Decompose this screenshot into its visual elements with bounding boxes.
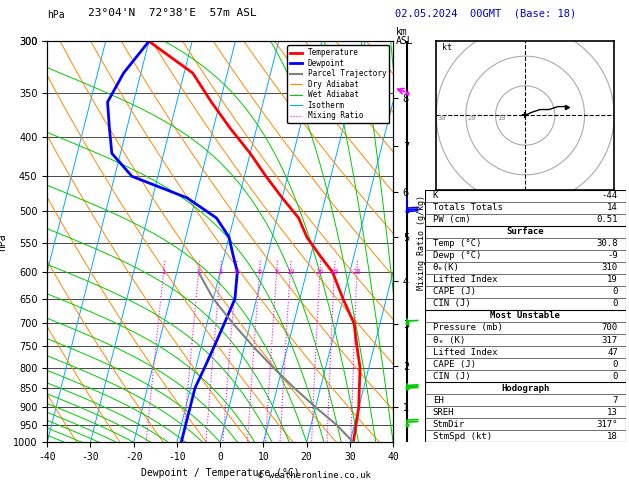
Text: 0: 0 <box>613 287 618 296</box>
Text: 23°04'N  72°38'E  57m ASL: 23°04'N 72°38'E 57m ASL <box>88 8 257 18</box>
Text: 317°: 317° <box>596 420 618 429</box>
Text: 310: 310 <box>602 263 618 272</box>
Text: Surface: Surface <box>506 227 544 236</box>
Text: -44: -44 <box>602 191 618 200</box>
Text: 16: 16 <box>316 269 324 275</box>
Text: Totals Totals: Totals Totals <box>433 203 503 212</box>
Text: K: K <box>433 191 438 200</box>
Text: CAPE (J): CAPE (J) <box>433 287 476 296</box>
Text: CIN (J): CIN (J) <box>433 372 470 381</box>
Text: θₑ(K): θₑ(K) <box>433 263 460 272</box>
Text: 10: 10 <box>497 115 506 121</box>
Text: 700: 700 <box>602 324 618 332</box>
Text: Most Unstable: Most Unstable <box>490 312 560 320</box>
Text: 0: 0 <box>613 299 618 309</box>
Text: 6: 6 <box>257 269 262 275</box>
Text: CAPE (J): CAPE (J) <box>433 360 476 368</box>
Text: 13: 13 <box>607 408 618 417</box>
Text: 47: 47 <box>607 347 618 357</box>
Text: © weatheronline.co.uk: © weatheronline.co.uk <box>258 471 371 480</box>
Text: CIN (J): CIN (J) <box>433 299 470 309</box>
Text: 0: 0 <box>613 372 618 381</box>
Text: 317: 317 <box>602 335 618 345</box>
Text: 18: 18 <box>607 432 618 441</box>
Text: km: km <box>396 27 408 37</box>
Text: PW (cm): PW (cm) <box>433 215 470 224</box>
Text: 02.05.2024  00GMT  (Base: 18): 02.05.2024 00GMT (Base: 18) <box>395 8 576 18</box>
Text: 2: 2 <box>196 269 201 275</box>
Text: 14: 14 <box>607 203 618 212</box>
Text: StmSpd (kt): StmSpd (kt) <box>433 432 492 441</box>
Text: Dewp (°C): Dewp (°C) <box>433 251 481 260</box>
Text: 28: 28 <box>353 269 361 275</box>
Text: ASL: ASL <box>396 36 414 47</box>
X-axis label: Dewpoint / Temperature (°C): Dewpoint / Temperature (°C) <box>141 468 299 478</box>
Text: EH: EH <box>433 396 443 405</box>
Text: StmDir: StmDir <box>433 420 465 429</box>
Text: hPa: hPa <box>47 10 65 20</box>
Text: Hodograph: Hodograph <box>501 383 549 393</box>
Text: Pressure (mb): Pressure (mb) <box>433 324 503 332</box>
Text: SREH: SREH <box>433 408 454 417</box>
Text: 0: 0 <box>613 360 618 368</box>
Text: 8: 8 <box>274 269 279 275</box>
Text: 20: 20 <box>467 115 476 121</box>
Text: Temp (°C): Temp (°C) <box>433 239 481 248</box>
Text: 3: 3 <box>218 269 223 275</box>
Text: 10: 10 <box>286 269 294 275</box>
Text: 0.51: 0.51 <box>596 215 618 224</box>
Text: 19: 19 <box>607 276 618 284</box>
Text: 20: 20 <box>330 269 338 275</box>
Text: 1: 1 <box>162 269 166 275</box>
Text: 7: 7 <box>613 396 618 405</box>
Legend: Temperature, Dewpoint, Parcel Trajectory, Dry Adiabat, Wet Adiabat, Isotherm, Mi: Temperature, Dewpoint, Parcel Trajectory… <box>287 45 389 123</box>
Text: 4: 4 <box>234 269 238 275</box>
Y-axis label: hPa: hPa <box>0 233 8 251</box>
Text: -9: -9 <box>607 251 618 260</box>
Text: Mixing Ratio (g/kg): Mixing Ratio (g/kg) <box>417 195 426 291</box>
Text: 30: 30 <box>438 115 446 121</box>
Text: Lifted Index: Lifted Index <box>433 347 497 357</box>
Text: kt: kt <box>442 43 452 52</box>
Text: θₑ (K): θₑ (K) <box>433 335 465 345</box>
Text: Lifted Index: Lifted Index <box>433 276 497 284</box>
Text: 30.8: 30.8 <box>596 239 618 248</box>
